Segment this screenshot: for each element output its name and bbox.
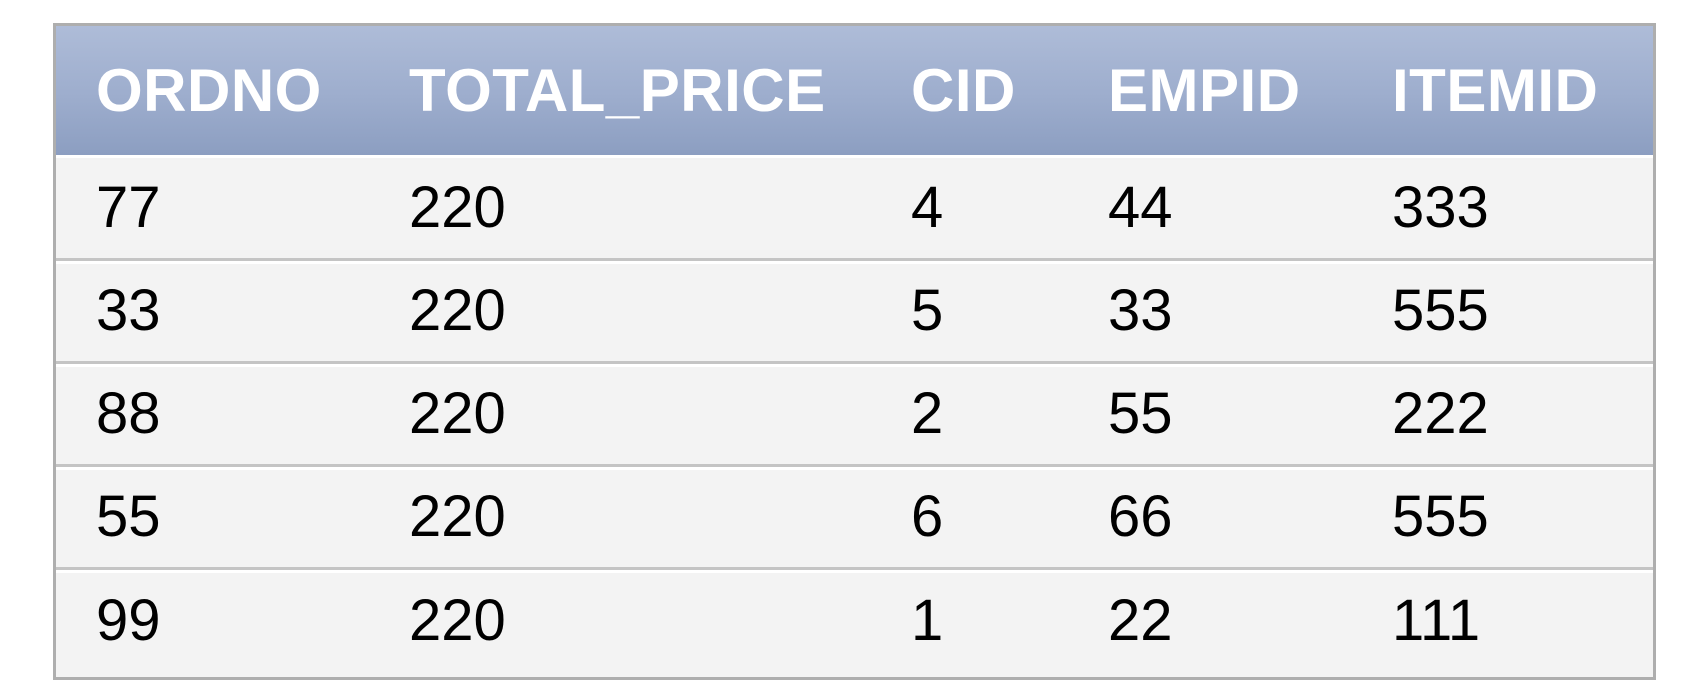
- cell-cid: 2: [871, 360, 1068, 465]
- table-row: 77 220 4 44 333: [56, 156, 1653, 259]
- cell-total-price: 220: [369, 566, 871, 671]
- cell-total-price: 220: [369, 463, 871, 568]
- cell-ordno: 77: [56, 156, 369, 259]
- column-header-empid: EMPID: [1068, 26, 1352, 156]
- cell-itemid: 555: [1352, 257, 1653, 362]
- cell-empid: 55: [1068, 360, 1352, 465]
- cell-total-price: 220: [369, 257, 871, 362]
- cell-cid: 5: [871, 257, 1068, 362]
- column-header-cid: CID: [871, 26, 1068, 156]
- table-row: 55 220 6 66 555: [56, 463, 1653, 568]
- header-row: ORDNO TOTAL_PRICE CID EMPID ITEMID: [56, 26, 1653, 156]
- table-body: 77 220 4 44 333 33 220 5 33 555 88 220 2…: [56, 156, 1653, 671]
- cell-itemid: 111: [1352, 566, 1653, 671]
- cell-ordno: 33: [56, 257, 369, 362]
- cell-total-price: 220: [369, 156, 871, 259]
- cell-empid: 33: [1068, 257, 1352, 362]
- column-header-total-price: TOTAL_PRICE: [369, 26, 871, 156]
- orders-table-grid: ORDNO TOTAL_PRICE CID EMPID ITEMID 77 22…: [56, 26, 1653, 671]
- cell-empid: 66: [1068, 463, 1352, 568]
- cell-itemid: 222: [1352, 360, 1653, 465]
- table-header: ORDNO TOTAL_PRICE CID EMPID ITEMID: [56, 26, 1653, 156]
- column-header-itemid: ITEMID: [1352, 26, 1653, 156]
- cell-cid: 1: [871, 566, 1068, 671]
- column-header-ordno: ORDNO: [56, 26, 369, 156]
- cell-cid: 4: [871, 156, 1068, 259]
- cell-cid: 6: [871, 463, 1068, 568]
- cell-itemid: 333: [1352, 156, 1653, 259]
- table-row: 99 220 1 22 111: [56, 566, 1653, 671]
- cell-empid: 22: [1068, 566, 1352, 671]
- cell-itemid: 555: [1352, 463, 1653, 568]
- cell-ordno: 99: [56, 566, 369, 671]
- orders-table: ORDNO TOTAL_PRICE CID EMPID ITEMID 77 22…: [53, 23, 1656, 680]
- cell-total-price: 220: [369, 360, 871, 465]
- cell-ordno: 88: [56, 360, 369, 465]
- table-row: 33 220 5 33 555: [56, 257, 1653, 362]
- table-row: 88 220 2 55 222: [56, 360, 1653, 465]
- cell-empid: 44: [1068, 156, 1352, 259]
- cell-ordno: 55: [56, 463, 369, 568]
